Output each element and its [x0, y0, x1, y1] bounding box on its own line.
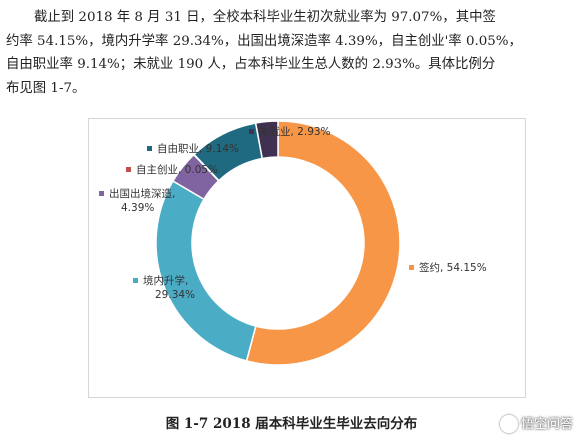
data-label-4: 自由职业, 9.14%	[157, 142, 239, 155]
data-label-2: 出国出境深造, 4.39%	[109, 187, 175, 214]
legend-marker-1	[133, 278, 138, 283]
paragraph-line-3: 自由职业率 9.14%；未就业 190 人，占本科毕业生总人数的 2.93%。具…	[6, 57, 496, 72]
legend-marker-4	[147, 146, 152, 151]
legend-marker-2	[99, 191, 104, 196]
body-paragraph: 截止到 2018 年 8 月 31 日，全校本科毕业生初次就业率为 97.07%…	[6, 6, 580, 100]
data-label-0: 签约, 54.15%	[419, 261, 487, 274]
paragraph-line-2: 约率 54.15%，境内升学率 29.34%，出国出境深造率 4.39%，自主创…	[6, 33, 522, 49]
watermark-text: 悟空问答	[520, 416, 573, 432]
data-label-1: 境内升学, 29.34%	[143, 274, 195, 301]
legend-marker-3	[126, 167, 131, 172]
slice-5	[254, 120, 279, 160]
figure-caption: 图 1-7 2018 届本科毕业生毕业去向分布	[165, 416, 418, 432]
paragraph-line-4: 布见图 1-7。	[6, 80, 86, 96]
legend-marker-0	[409, 265, 414, 270]
donut-chart: 签约, 54.15% 境内升学, 29.34% 出国出境深造, 4.39% 自主创业, 0…	[99, 120, 487, 366]
slice-0	[245, 120, 401, 366]
chart-frame: 签约, 54.15% 境内升学, 29.34% 出国出境深造, 4.39% 自主创业, 0…	[88, 118, 526, 398]
legend-marker-5	[249, 129, 254, 134]
data-label-5: 未就业, 2.93%	[259, 125, 331, 138]
data-label-3: 自主创业, 0.05%	[136, 163, 218, 176]
watermark: 悟空问答	[499, 413, 573, 433]
paragraph-line-1: 截止到 2018 年 8 月 31 日，全校本科毕业生初次就业率为 97.07%…	[34, 10, 496, 25]
watermark-logo-icon	[499, 415, 518, 433]
slice-1	[155, 179, 257, 362]
